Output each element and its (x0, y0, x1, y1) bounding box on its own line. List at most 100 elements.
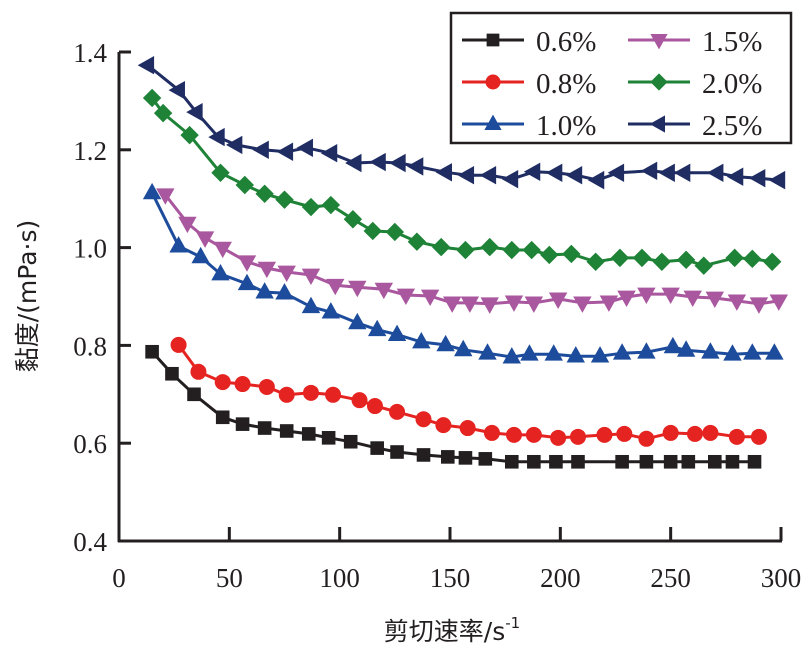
series-2-0- (142, 88, 782, 275)
data-point (765, 343, 784, 360)
series-line (150, 350, 755, 464)
data-point (234, 376, 251, 393)
data-point (301, 427, 316, 441)
data-point (617, 290, 636, 307)
data-point (661, 287, 680, 305)
data-point (366, 398, 383, 415)
data-point (153, 103, 173, 123)
x-tick-label: 250 (650, 563, 691, 593)
data-point (505, 426, 522, 443)
data-point (237, 273, 257, 291)
data-point (638, 430, 655, 447)
data-point (436, 334, 455, 352)
y-tick-label: 0.8 (73, 331, 107, 361)
data-point (180, 125, 199, 145)
data-point (587, 170, 605, 190)
data-point (385, 222, 405, 242)
data-point (632, 248, 652, 268)
x-axis-title-superscript: -1 (505, 614, 520, 632)
data-point (301, 268, 321, 285)
x-axis-title-text: 剪切速率/s (384, 617, 505, 646)
data-point (725, 248, 744, 268)
data-point (607, 163, 625, 182)
data-point (639, 454, 654, 469)
legend-item: 0.6% (462, 26, 596, 58)
data-point (480, 237, 499, 257)
data-point (225, 135, 243, 155)
legend-label: 0.8% (536, 68, 596, 100)
data-point (743, 343, 762, 360)
x-tick-label: 200 (540, 563, 581, 593)
data-point (457, 166, 475, 185)
data-point (278, 386, 295, 403)
data-point (396, 288, 416, 306)
data-point (208, 127, 225, 147)
data-point (420, 289, 440, 307)
data-point (415, 411, 432, 428)
x-tick-label: 0 (112, 563, 126, 593)
data-point (296, 138, 313, 158)
data-point (663, 454, 678, 469)
data-point (351, 392, 368, 409)
data-point (478, 452, 493, 466)
data-point (522, 240, 541, 260)
data-point (320, 144, 338, 163)
data-point (367, 319, 387, 337)
data-point (435, 417, 452, 434)
series-1-5- (156, 188, 788, 314)
data-point (701, 342, 720, 359)
data-point (615, 454, 629, 469)
data-point (743, 249, 762, 269)
data-point (769, 294, 788, 311)
data-point (748, 168, 766, 188)
data-point (686, 425, 703, 442)
data-point (142, 182, 162, 200)
data-point (326, 278, 345, 296)
data-point (454, 339, 473, 357)
x-axis-title: 剪切速率/s-1 (384, 614, 520, 646)
data-point (257, 261, 277, 279)
data-point (416, 448, 431, 462)
data-point (566, 346, 585, 363)
data-point (460, 296, 480, 313)
data-point (707, 163, 724, 182)
data-point (191, 246, 210, 264)
data-point (406, 157, 424, 176)
data-point (137, 56, 155, 75)
data-point (723, 344, 742, 361)
data-point (652, 252, 672, 271)
data-point (235, 417, 250, 431)
data-point (343, 210, 363, 229)
data-point (502, 347, 521, 364)
data-point (540, 245, 559, 265)
data-point (501, 169, 519, 189)
data-point (590, 346, 610, 363)
data-point (387, 324, 407, 342)
legend-marker-icon (650, 73, 668, 91)
data-point (178, 216, 197, 234)
data-point (525, 426, 542, 443)
data-point (187, 387, 201, 402)
data-point (565, 166, 583, 185)
data-point (156, 188, 175, 205)
legend-item: 1.5% (628, 26, 762, 58)
legend: 0.6% 0.8% 1.0% 1.5% 2.0% 2.5% (449, 11, 793, 145)
data-point (170, 336, 187, 353)
data-point (190, 363, 207, 380)
data-point (211, 264, 230, 281)
data-point (548, 292, 568, 309)
data-point (145, 344, 159, 359)
series-layer (137, 56, 788, 469)
data-point (676, 250, 696, 270)
data-point (747, 454, 762, 469)
data-point (502, 240, 521, 260)
data-point (456, 240, 475, 260)
data-point (374, 282, 393, 300)
data-point (345, 153, 362, 173)
data-point (768, 170, 786, 190)
data-point (389, 403, 406, 420)
y-tick-label: 0.6 (73, 429, 107, 459)
x-tick-label: 50 (216, 563, 243, 593)
data-point (483, 424, 500, 441)
data-point (348, 280, 367, 298)
